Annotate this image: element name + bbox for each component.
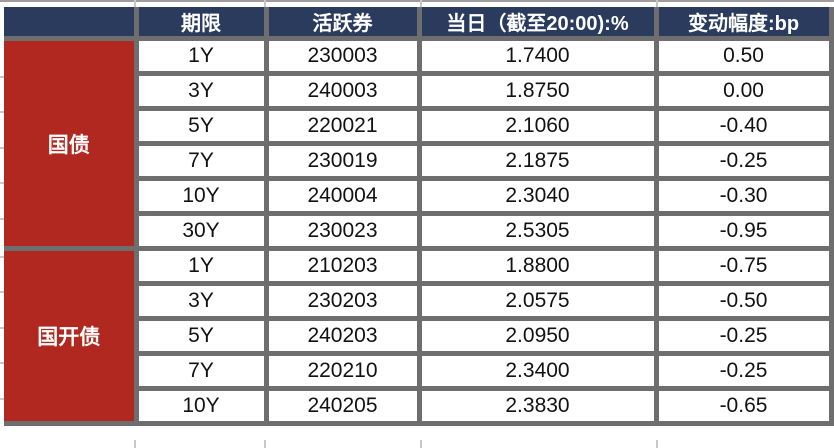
worksheet-gridline-stub — [420, 0, 422, 7]
yield-cell: 1.8750 — [416, 71, 659, 111]
yield-cell: 2.0575 — [416, 281, 659, 321]
change-cell: -0.25 — [653, 351, 834, 391]
term-cell: 5Y — [133, 106, 269, 146]
change-cell: -0.75 — [653, 246, 834, 286]
change-cell: -0.30 — [653, 176, 834, 216]
change-cell: -0.65 — [653, 386, 834, 426]
table-row: 7Y 220210 2.3400 -0.25 — [4, 351, 834, 391]
bond-cell: 230019 — [263, 141, 422, 181]
header-corner-cell — [4, 7, 139, 41]
change-cell: -0.40 — [653, 106, 834, 146]
worksheet-gridline-tick — [831, 362, 834, 364]
bond-cell: 240205 — [263, 386, 422, 426]
worksheet-gridline-tick — [831, 147, 834, 149]
term-cell: 3Y — [133, 281, 269, 321]
worksheet-gridline-stub — [264, 440, 266, 448]
table-row: 5Y 240203 2.0950 -0.25 — [4, 316, 834, 356]
group-cell-cdb: 国开债 — [4, 246, 139, 426]
bond-cell: 210203 — [263, 246, 422, 286]
bond-cell: 230003 — [263, 36, 422, 76]
worksheet-gridline-stub — [420, 440, 422, 448]
table-row: 3Y 230203 2.0575 -0.50 — [4, 281, 834, 321]
bond-cell: 230023 — [263, 211, 422, 251]
bond-cell: 220210 — [263, 351, 422, 391]
term-cell: 10Y — [133, 386, 269, 426]
table-row: 10Y 240004 2.3040 -0.30 — [4, 176, 834, 216]
worksheet-gridline-tick — [831, 218, 834, 220]
table-row: 7Y 230019 2.1875 -0.25 — [4, 141, 834, 181]
worksheet-gridline-tick — [0, 256, 4, 258]
worksheet-gridline-tick — [831, 291, 834, 293]
worksheet-gridline-stub — [134, 0, 136, 7]
header-row: 期限 活跃券 当日（截至20:00):% 变动幅度:bp — [4, 7, 834, 41]
yield-cell: 1.7400 — [416, 36, 659, 76]
worksheet-gridline-tick — [0, 398, 4, 400]
worksheet-gridline-stub — [656, 440, 658, 448]
yield-cell: 1.8800 — [416, 246, 659, 286]
term-cell: 1Y — [133, 246, 269, 286]
worksheet-gridline-stub — [656, 0, 658, 7]
term-cell: 30Y — [133, 211, 269, 251]
table-row: 30Y 230023 2.5305 -0.95 — [4, 211, 834, 251]
change-cell: -0.95 — [653, 211, 834, 251]
term-cell: 7Y — [133, 141, 269, 181]
change-cell: -0.50 — [653, 281, 834, 321]
yield-cell: 2.0950 — [416, 316, 659, 356]
term-cell: 5Y — [133, 316, 269, 356]
change-cell: 0.00 — [653, 71, 834, 111]
worksheet-gridline-stub — [264, 0, 266, 7]
worksheet-gridline-tick — [0, 291, 4, 293]
worksheet-gridline-tick — [0, 327, 4, 329]
header-yield: 当日（截至20:00):% — [416, 7, 659, 41]
worksheet-gridline-tick — [0, 362, 4, 364]
bond-cell: 240003 — [263, 71, 422, 111]
table-row: 国债 1Y 230003 1.7400 0.50 — [4, 36, 834, 251]
worksheet-gridline-tick — [0, 218, 4, 220]
worksheet-gridline-tick — [0, 76, 4, 78]
yield-cell: 2.3040 — [416, 176, 659, 216]
term-cell: 10Y — [133, 176, 269, 216]
bond-yield-table: 期限 活跃券 当日（截至20:00):% 变动幅度:bp 国债 1Y 23000… — [4, 7, 834, 426]
yield-cell: 2.3830 — [416, 386, 659, 426]
change-cell: -0.25 — [653, 316, 834, 356]
table-row: 5Y 220021 2.1060 -0.40 — [4, 106, 834, 146]
worksheet-gridline-top — [0, 0, 834, 2]
header-bond: 活跃券 — [263, 7, 422, 41]
yield-cell: 2.1875 — [416, 141, 659, 181]
term-cell: 7Y — [133, 351, 269, 391]
change-cell: 0.50 — [653, 36, 834, 76]
header-change: 变动幅度:bp — [653, 7, 834, 41]
bond-cell: 240203 — [263, 316, 422, 356]
bond-cell: 220021 — [263, 106, 422, 146]
worksheet-gridline-tick — [0, 147, 4, 149]
table-row: 3Y 240003 1.8750 0.00 — [4, 71, 834, 111]
group-cell-treasury: 国债 — [4, 36, 139, 251]
yield-cell: 2.5305 — [416, 211, 659, 251]
term-cell: 1Y — [133, 36, 269, 76]
change-cell: -0.25 — [653, 141, 834, 181]
bond-cell: 240004 — [263, 176, 422, 216]
table-row: 国开债 1Y 210203 1.8800 -0.75 — [4, 246, 834, 426]
worksheet-gridline-tick — [831, 76, 834, 78]
worksheet-gridline-tick — [0, 182, 4, 184]
bond-cell: 230203 — [263, 281, 422, 321]
header-term: 期限 — [133, 7, 269, 41]
yield-cell: 2.1060 — [416, 106, 659, 146]
term-cell: 3Y — [133, 71, 269, 111]
yield-cell: 2.3400 — [416, 351, 659, 391]
table-row: 10Y 240205 2.3830 -0.65 — [4, 386, 834, 426]
worksheet-gridline-tick — [0, 111, 4, 113]
worksheet-gridline-stub — [134, 440, 136, 448]
